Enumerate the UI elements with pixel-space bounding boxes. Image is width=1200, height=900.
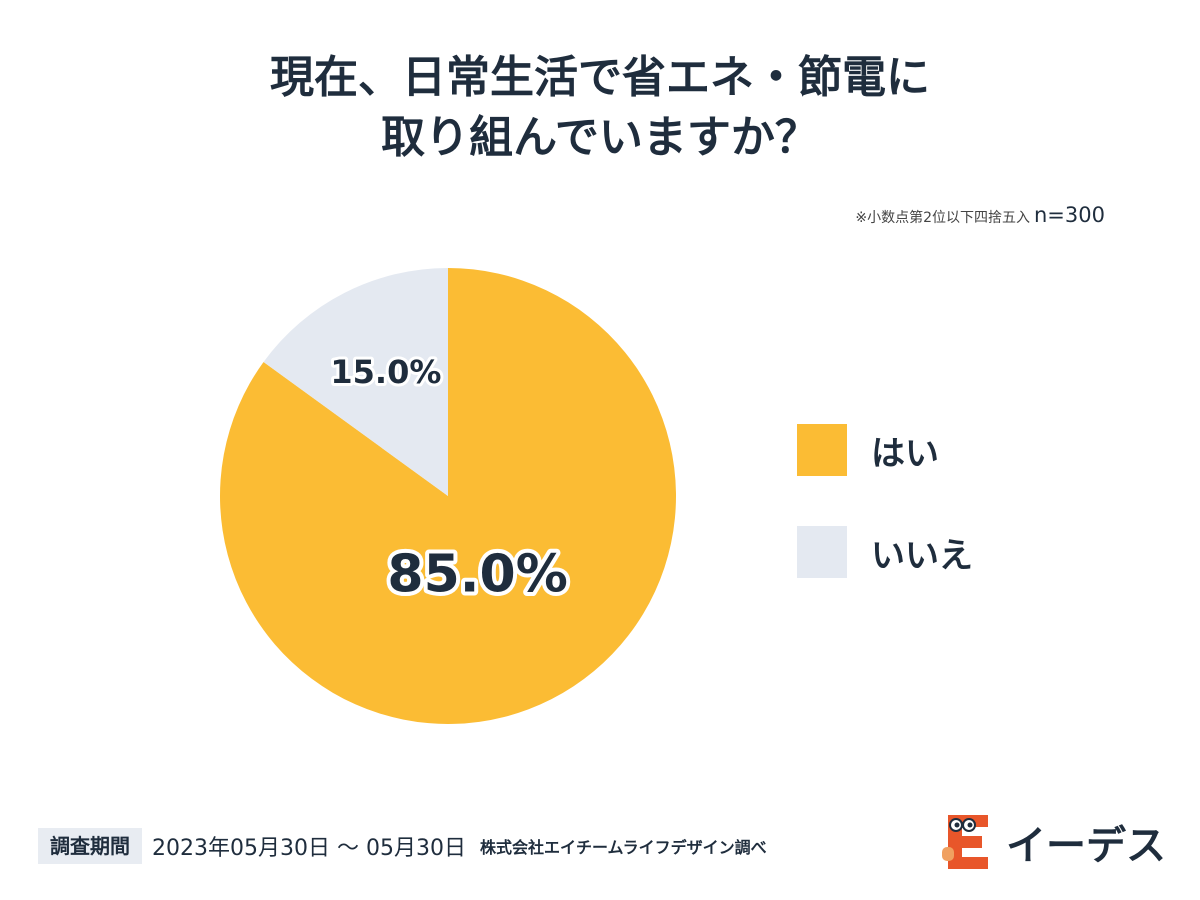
sample-size: n=300 xyxy=(1034,203,1105,227)
survey-credit: 株式会社エイチームライフデザイン調べ xyxy=(479,838,767,857)
legend-label-no: いいえ xyxy=(871,535,973,576)
e-mascot-icon xyxy=(942,815,988,869)
rounding-note: ※小数点第2位以下四捨五入 xyxy=(855,210,1030,226)
data-label-no: 15.0% xyxy=(330,353,441,391)
logo-text: イーデス xyxy=(1006,823,1166,869)
chart-title-line-1: 現在、日常生活で省エネ・節電に xyxy=(270,52,930,103)
chart-title-line-2: 取り組んでいますか？ xyxy=(381,112,819,163)
legend-item-yes: はい xyxy=(797,424,939,476)
pie-slice-yes xyxy=(220,268,677,724)
legend-swatch-yes xyxy=(797,424,847,476)
legend-item-no: いいえ xyxy=(797,526,973,578)
data-label-yes: 85.0% xyxy=(387,544,567,604)
brand-logo: イーデス xyxy=(942,812,1166,872)
survey-period-tag: 調査期間 xyxy=(38,828,142,864)
legend-swatch-no xyxy=(797,526,847,578)
survey-period-dates: 2023年05月30日 〜 05月30日 xyxy=(152,836,466,861)
chart-title: 現在、日常生活で省エネ・節電に 取り組んでいますか？ xyxy=(0,48,1200,168)
pie-chart: 85.0% 15.0% xyxy=(220,268,677,724)
legend-label-yes: はい xyxy=(871,433,939,474)
survey-note: ※小数点第2位以下四捨五入 n=300 xyxy=(855,203,1105,227)
survey-period: 調査期間 2023年05月30日 〜 05月30日 株式会社エイチームライフデザ… xyxy=(38,828,767,864)
pie-slice-no xyxy=(263,268,448,496)
